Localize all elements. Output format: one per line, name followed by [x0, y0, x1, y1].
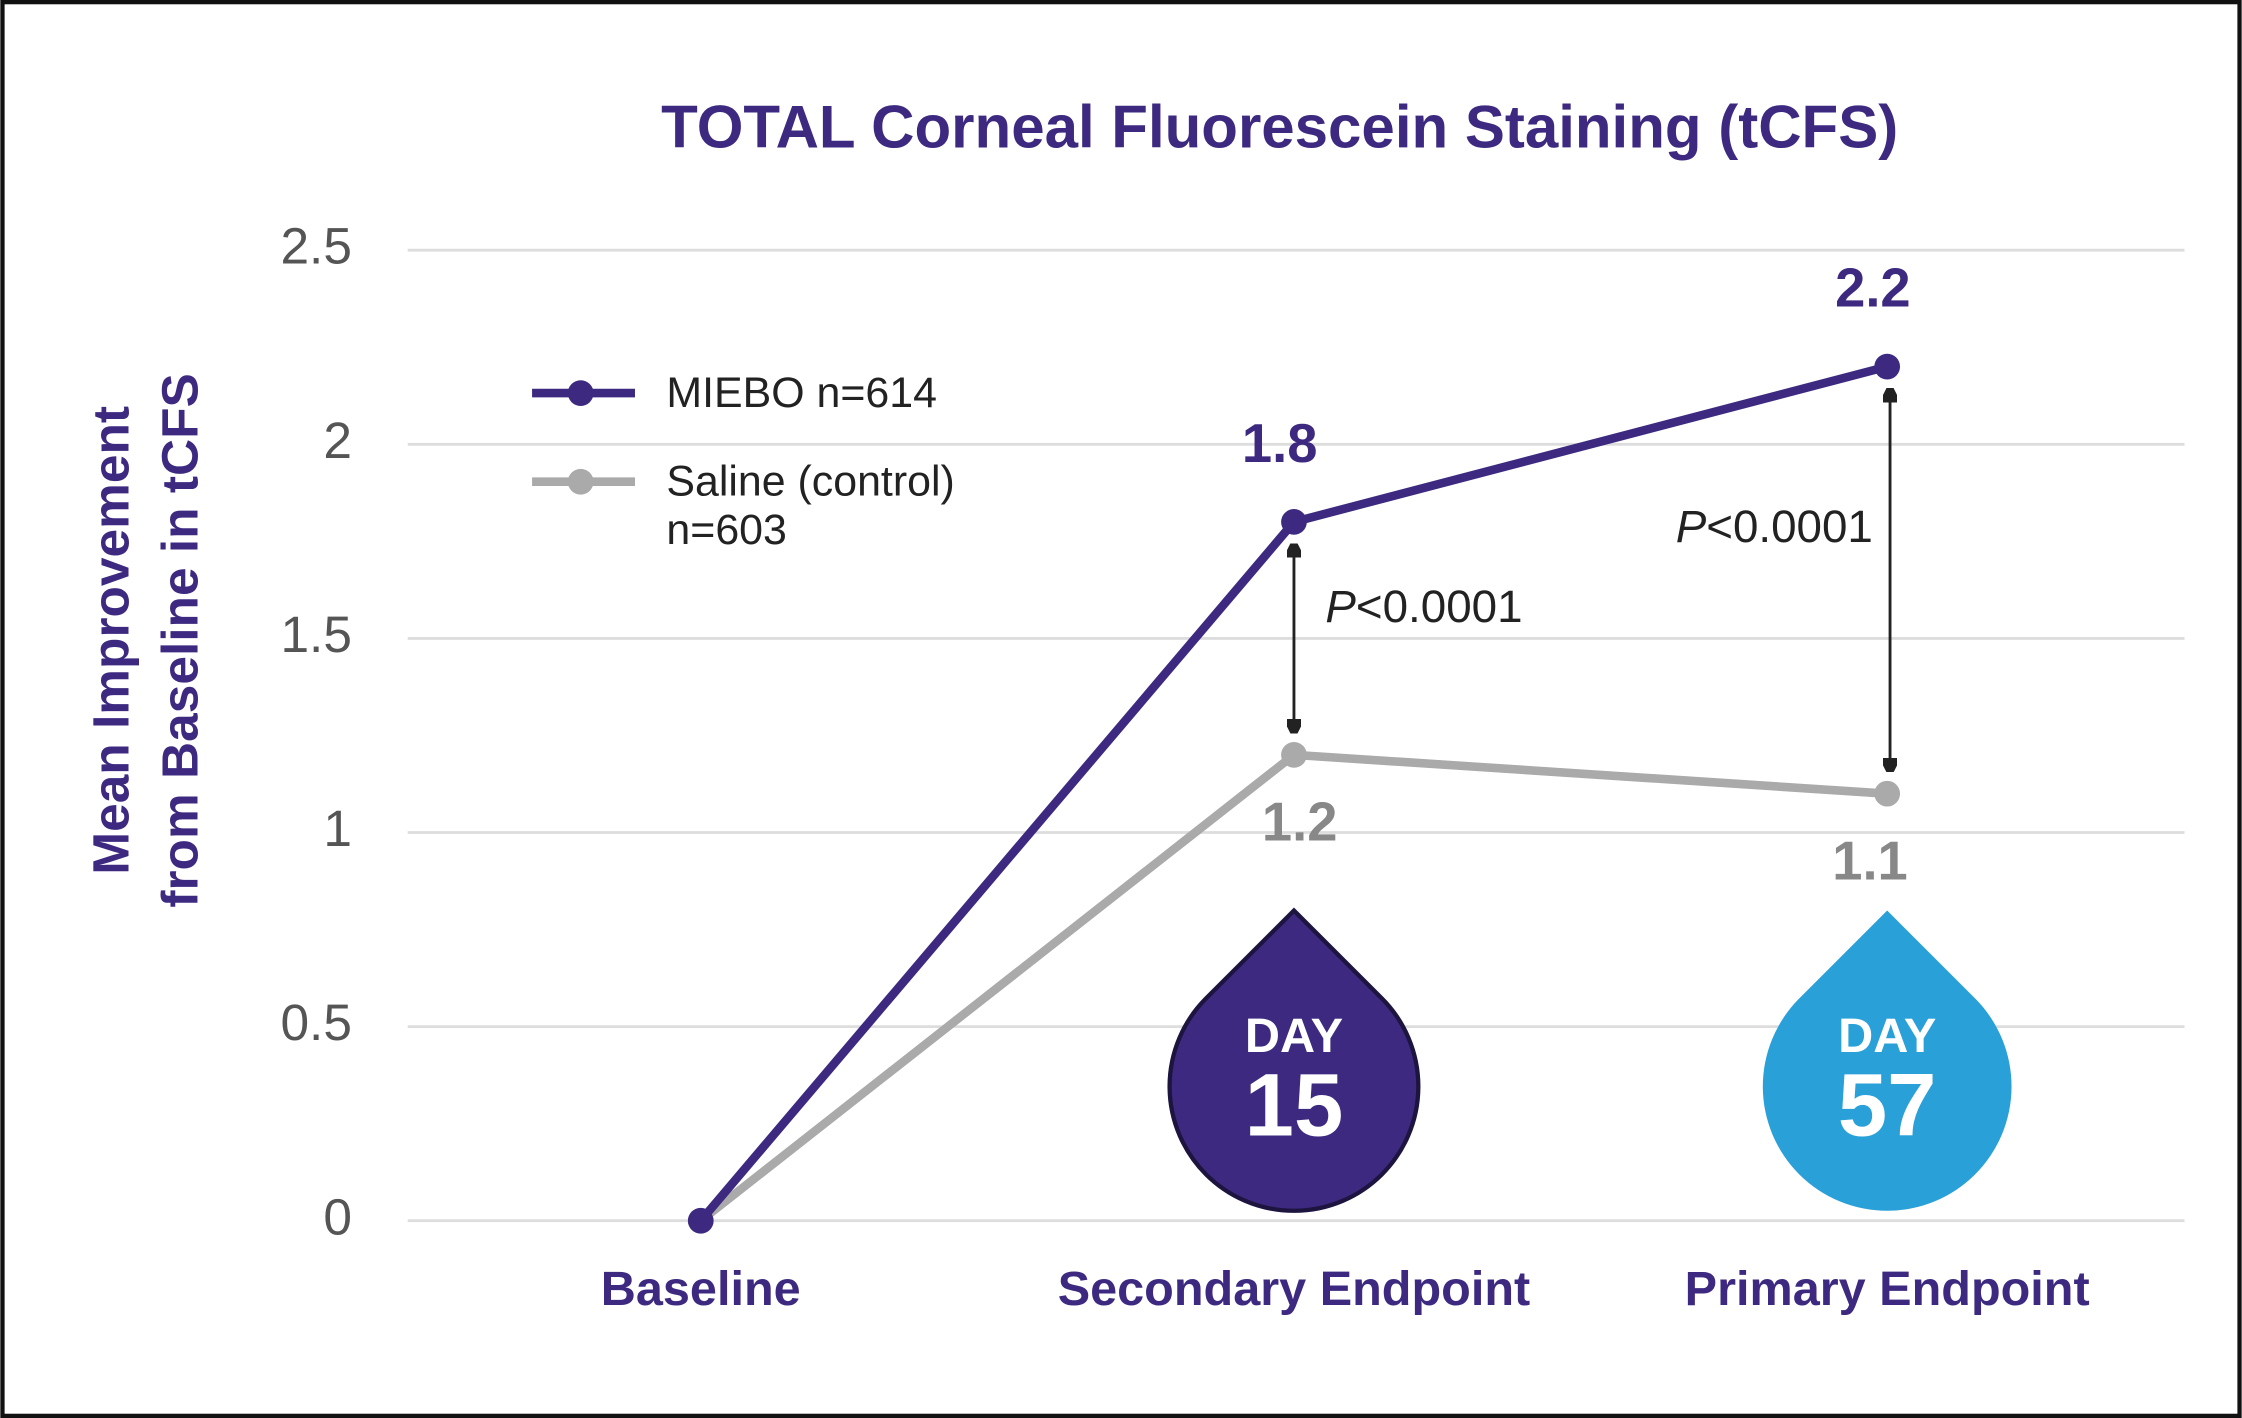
p-rest: <0.0001 [1706, 501, 1873, 552]
legend-label: MIEBO n=614 [666, 369, 937, 417]
series-point [1874, 353, 1901, 380]
badge-bottom: 15 [1245, 1056, 1344, 1155]
x-tick-label: Primary Endpoint [1685, 1262, 2090, 1316]
chart-title: TOTAL Corneal Fluorescein Staining (tCFS… [661, 93, 1898, 160]
text-line: Saline (control) [666, 458, 954, 506]
p-value-annotation: P<0.0001 [1325, 581, 1522, 632]
p-italic: P [1325, 581, 1356, 632]
y-tick-label: 0 [323, 1187, 352, 1245]
legend-marker [567, 380, 594, 406]
y-tick-label: 1 [323, 799, 352, 857]
y-tick-label: 2 [323, 411, 352, 469]
text-line: from Baseline in tCFS [150, 373, 208, 907]
y-tick-label: 1.5 [280, 605, 352, 663]
x-tick-label: Secondary Endpoint [1058, 1262, 1530, 1316]
series-point [687, 1207, 714, 1234]
text-line: MIEBO n=614 [666, 369, 937, 417]
data-label: 1.2 [1262, 792, 1337, 853]
y-axis-label: Mean Improvement from Baseline in tCFS [81, 373, 208, 907]
legend-label: Saline (control) n=603 [666, 458, 954, 555]
data-label: 2.2 [1835, 258, 1910, 319]
y-tick-label: 0.5 [280, 993, 352, 1051]
text-line: Mean Improvement [81, 406, 139, 875]
y-tick-label: 2.5 [280, 217, 352, 275]
p-value-annotation: P<0.0001 [1676, 501, 1873, 552]
badge-top: DAY [1245, 1009, 1343, 1063]
p-rest: <0.0001 [1356, 581, 1523, 632]
legend-marker [567, 468, 594, 495]
data-label: 1.8 [1242, 413, 1317, 474]
badge-top: DAY [1838, 1009, 1936, 1063]
series-point [1874, 780, 1901, 807]
drop-badge [1762, 910, 2012, 1211]
series-point [1281, 741, 1307, 768]
badge-bottom: 57 [1838, 1056, 1937, 1155]
x-tick-label: Baseline [601, 1262, 801, 1316]
drop-badge [1167, 907, 1421, 1213]
series-point [1281, 509, 1307, 535]
data-label: 1.1 [1832, 830, 1907, 891]
text-line: n=603 [666, 507, 786, 555]
p-italic: P [1676, 501, 1707, 552]
